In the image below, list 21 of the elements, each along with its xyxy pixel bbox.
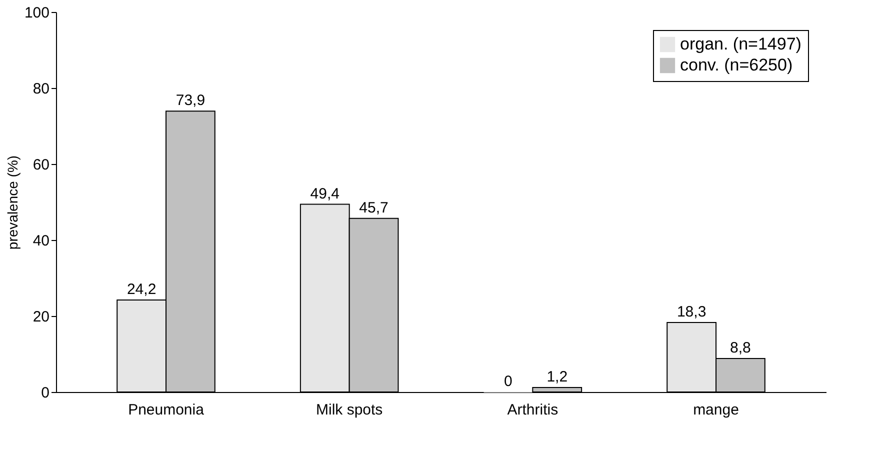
data-label: 18,3: [676, 303, 706, 320]
x-tick-label: Pneumonia: [128, 402, 205, 418]
x-tick-label: Milk spots: [316, 402, 383, 418]
y-axis-title: prevalence (%): [4, 155, 20, 250]
data-label: 1,2: [546, 368, 568, 386]
legend-label: conv. (n=6250): [680, 56, 793, 74]
data-label: 45,7: [359, 199, 388, 216]
y-tick-label: 20: [32, 308, 50, 326]
y-tick-label: 40: [32, 232, 50, 250]
data-label: 24,2: [126, 281, 156, 298]
data-label: 0: [504, 373, 512, 390]
x-tick-label: mange: [693, 402, 739, 418]
data-label: 73,9: [176, 92, 206, 110]
y-tick-label: 0: [41, 384, 50, 402]
legend-label: organ. (n=1497): [680, 34, 802, 54]
data-label: 8,8: [730, 340, 751, 357]
y-tick-label: 100: [24, 4, 50, 22]
x-tick-label: Arthritis: [507, 402, 558, 418]
data-label: 49,4: [310, 185, 340, 202]
y-tick-label: 80: [32, 80, 50, 98]
y-tick-label: 60: [32, 156, 50, 174]
